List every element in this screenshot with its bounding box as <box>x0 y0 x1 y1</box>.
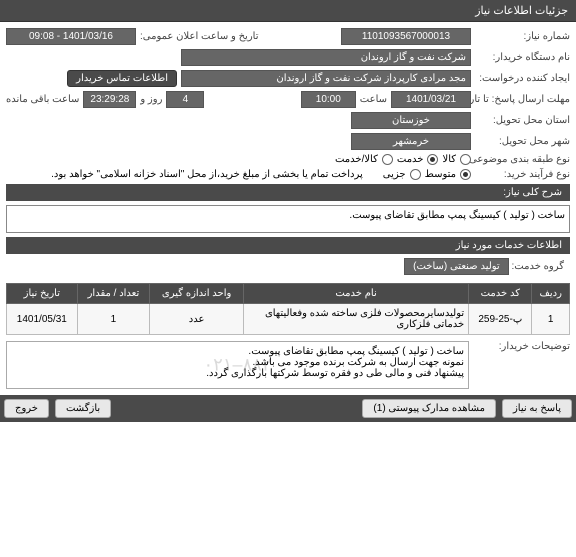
buyer-notes-row: توضیحات خریدار: ساخت ( تولید ) کیسینگ پم… <box>6 341 570 389</box>
form-area: شماره نیاز: 1101093567000013 تاریخ و ساع… <box>0 22 576 395</box>
subheader-general-desc: شرح کلی نیاز: <box>6 184 570 201</box>
value-req-number: 1101093567000013 <box>341 28 471 45</box>
th-row: ردیف <box>532 284 570 304</box>
value-requester: مجد مرادی کارپرداز شرکت نفت و گاز اروندا… <box>181 70 471 87</box>
label-remaining: ساعت باقی مانده <box>6 94 79 105</box>
label-province: استان محل تحویل: <box>475 115 570 126</box>
th-service-name: نام خدمت <box>243 284 468 304</box>
buyer-notes-box: ساخت ( تولید ) کیسینگ پمپ مطابق تقاضای پ… <box>6 341 469 389</box>
radio-partial-label: جزیی <box>383 169 406 180</box>
radio-service-circle <box>427 154 438 165</box>
label-city: شهر محل تحویل: <box>475 136 570 147</box>
value-deadline-time: 10:00 <box>301 91 356 108</box>
label-requester: ایجاد کننده درخواست: <box>475 73 570 84</box>
radio-partial[interactable]: جزیی <box>383 169 421 180</box>
radio-medium-label: متوسط <box>425 169 456 180</box>
radio-goods-service[interactable]: کالا/خدمت <box>335 154 393 165</box>
th-req-date: تاریخ نیاز <box>7 284 78 304</box>
label-day-and: روز و <box>140 94 162 105</box>
panel-header: جزئیات اطلاعات نیاز <box>0 0 576 22</box>
cell-service-code: پ-25-259 <box>469 304 532 335</box>
value-announce-datetime: 1401/03/16 - 09:08 <box>6 28 136 45</box>
value-days-left: 4 <box>166 91 204 108</box>
label-hour: ساعت <box>360 94 387 105</box>
panel-title: جزئیات اطلاعات نیاز <box>475 5 568 17</box>
table-row[interactable]: 1 پ-25-259 تولیدسایرمحصولات فلزی ساخته ش… <box>7 304 570 335</box>
cell-qty: 1 <box>77 304 150 335</box>
services-table: ردیف کد خدمت نام خدمت واحد اندازه گیری ت… <box>6 283 570 335</box>
row-province: استان محل تحویل: خوزستان <box>6 112 570 129</box>
table-header-row: ردیف کد خدمت نام خدمت واحد اندازه گیری ت… <box>7 284 570 304</box>
label-announce-datetime: تاریخ و ساعت اعلان عمومی: <box>140 31 259 42</box>
row-requester: ایجاد کننده درخواست: مجد مرادی کارپرداز … <box>6 70 570 87</box>
row-service-group: گروه خدمت: تولید صنعتی (ساخت) <box>6 254 570 279</box>
subheader-services-info: اطلاعات خدمات مورد نیاز <box>6 237 570 254</box>
radio-goods-service-circle <box>382 154 393 165</box>
value-province: خوزستان <box>351 112 471 129</box>
th-unit: واحد اندازه گیری <box>150 284 244 304</box>
cell-service-name: تولیدسایرمحصولات فلزی ساخته شده وفعالیته… <box>243 304 468 335</box>
cell-unit: عدد <box>150 304 244 335</box>
radio-goods-circle <box>460 154 471 165</box>
row-city: شهر محل تحویل: خرمشهر <box>6 133 570 150</box>
th-service-code: کد خدمت <box>469 284 532 304</box>
label-req-number: شماره نیاز: <box>475 31 570 42</box>
label-buyer-org: نام دستگاه خریدار: <box>475 52 570 63</box>
value-city: خرمشهر <box>351 133 471 150</box>
radio-medium-circle <box>460 169 471 180</box>
row-subject: نوع طبقه بندی موضوعی: کالا خدمت کالا/خدم… <box>6 154 570 165</box>
radio-medium[interactable]: متوسط <box>425 169 471 180</box>
row-req-announce: شماره نیاز: 1101093567000013 تاریخ و ساع… <box>6 28 570 45</box>
label-service-group: گروه خدمت: <box>511 261 564 272</box>
label-buyer-notes: توضیحات خریدار: <box>475 341 570 352</box>
footer-bar: پاسخ به نیاز مشاهده مدارک پیوستی (1) باز… <box>0 395 576 422</box>
radio-goods-service-label: کالا/خدمت <box>335 154 378 165</box>
value-deadline-date: 1401/03/21 <box>391 91 471 108</box>
buyer-notes-text: ساخت ( تولید ) کیسینگ پمپ مطابق تقاضای پ… <box>206 346 464 379</box>
attachments-button[interactable]: مشاهده مدارک پیوستی (1) <box>362 399 496 418</box>
contact-badge[interactable]: اطلاعات تماس خریدار <box>67 70 177 87</box>
radio-goods[interactable]: کالا <box>442 154 471 165</box>
cell-row: 1 <box>532 304 570 335</box>
exit-button[interactable]: خروج <box>4 399 49 418</box>
row-process: نوع فرآیند خرید: متوسط جزیی پرداخت تمام … <box>6 169 570 180</box>
cell-req-date: 1401/05/31 <box>7 304 78 335</box>
value-buyer-org: شرکت نفت و گاز اروندان <box>181 49 471 66</box>
reply-button[interactable]: پاسخ به نیاز <box>502 399 572 418</box>
general-desc-box: ساخت ( تولید ) کیسینگ پمپ مطابق تقاضای پ… <box>6 205 570 233</box>
th-qty: تعداد / مقدار <box>77 284 150 304</box>
radio-partial-circle <box>410 169 421 180</box>
value-service-group: تولید صنعتی (ساخت) <box>404 258 509 275</box>
row-buyer-org: نام دستگاه خریدار: شرکت نفت و گاز اروندا… <box>6 49 570 66</box>
radio-service-label: خدمت <box>397 154 424 165</box>
radio-goods-label: کالا <box>442 154 456 165</box>
label-process: نوع فرآیند خرید: <box>475 169 570 180</box>
row-deadline: مهلت ارسال پاسخ: تا تاریخ: 1401/03/21 سا… <box>6 91 570 108</box>
label-subject: نوع طبقه بندی موضوعی: <box>475 154 570 165</box>
back-button[interactable]: بازگشت <box>55 399 111 418</box>
payment-note: پرداخت تمام یا بخشی از مبلغ خرید،از محل … <box>51 169 363 180</box>
label-deadline: مهلت ارسال پاسخ: تا تاریخ: <box>475 94 570 105</box>
value-time-left: 23:29:28 <box>83 91 136 108</box>
radio-service[interactable]: خدمت <box>397 154 439 165</box>
